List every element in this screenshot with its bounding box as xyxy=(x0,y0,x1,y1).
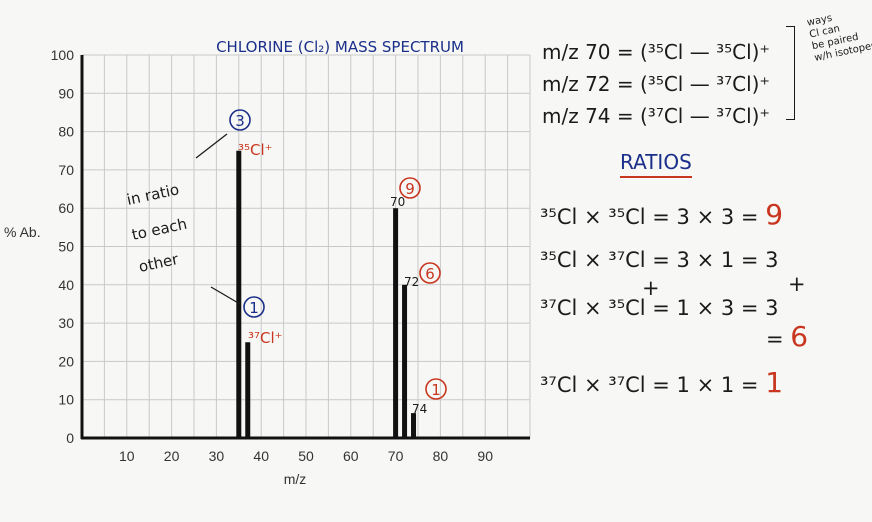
y-tick-label: 10 xyxy=(58,392,74,408)
peak70-circle-label: 9 xyxy=(405,180,415,198)
chart-title: CHLORINE (Cl₂) MASS SPECTRUM xyxy=(216,38,464,56)
peak70-mass-label: 70 xyxy=(390,195,405,209)
equations-bracket xyxy=(786,26,795,120)
ratio-plus-left: + xyxy=(642,276,660,300)
chart-bars xyxy=(80,55,530,440)
bracket-note: ways Cl can be paired w/h isotopes xyxy=(806,5,872,65)
x-tick-label: 70 xyxy=(388,448,404,464)
peak72-circle xyxy=(419,262,441,284)
x-tick-label: 90 xyxy=(477,448,493,464)
ratio-line-5: ³⁷Cl × ³⁷Cl = 1 × 1 = 1 xyxy=(540,366,783,399)
chart-grid xyxy=(81,54,531,439)
y-tick-label: 100 xyxy=(51,47,75,63)
peak72-circle-label: 6 xyxy=(425,265,435,283)
mass-spectrum-chart: 0 10 20 30 40 50 60 70 80 90 100 10 20 30 40 50 60 70 80 90… xyxy=(4,38,531,487)
x-tick-label: 20 xyxy=(164,448,180,464)
x-tick-label: 50 xyxy=(298,448,314,464)
ratio-line-5-result: 1 xyxy=(765,366,784,399)
equation-m72: m/z 72 = (³⁵Cl — ³⁷Cl)⁺ xyxy=(542,72,770,96)
side-note-line-3: other xyxy=(137,250,181,276)
peak70-circle xyxy=(399,177,421,199)
peak74-circle xyxy=(425,378,447,400)
peak37-ion-label: ³⁷Cl⁺ xyxy=(248,329,283,347)
side-note-line-2: to each xyxy=(130,215,189,244)
y-tick-label: 0 xyxy=(66,430,74,446)
ratios-title: RATIOS xyxy=(620,150,692,178)
peak37-pointer xyxy=(210,286,241,305)
peak37-circle xyxy=(243,296,265,318)
peak35-ion-label: ³⁵Cl⁺ xyxy=(238,141,273,159)
x-axis-label: m/z xyxy=(284,471,307,487)
equation-m70: m/z 70 = (³⁵Cl — ³⁵Cl)⁺ xyxy=(542,40,770,64)
y-tick-label: 90 xyxy=(58,85,74,101)
y-tick-label: 20 xyxy=(58,353,74,369)
peak35-pointer xyxy=(195,133,228,159)
bar-mz-37 xyxy=(245,342,251,438)
y-tick-label: 30 xyxy=(58,315,74,331)
ratio-line-4-result: 6 xyxy=(790,320,809,353)
y-tick-label: 40 xyxy=(58,277,74,293)
bar-mz-35 xyxy=(236,150,242,438)
y-tick-label: 60 xyxy=(58,200,74,216)
ratio-line-1: ³⁵Cl × ³⁵Cl = 3 × 3 = 9 xyxy=(540,198,783,231)
x-tick-label: 60 xyxy=(343,448,359,464)
ratio-line-1-text: ³⁵Cl × ³⁵Cl = 3 × 3 = xyxy=(540,205,759,229)
y-tick-label: 70 xyxy=(58,162,74,178)
ratio-line-5-text: ³⁷Cl × ³⁷Cl = 1 × 1 = xyxy=(540,373,759,397)
ratio-line-4-text: = xyxy=(766,327,784,351)
peak74-mass-label: 74 xyxy=(412,402,427,416)
peak74-circle-label: 1 xyxy=(431,381,441,399)
peak35-circle-label: 3 xyxy=(235,112,245,130)
ratio-line-1-result: 9 xyxy=(765,198,784,231)
x-tick-label: 80 xyxy=(433,448,449,464)
chart-ticks: 0 10 20 30 40 50 60 70 80 90 100 10 20 30 40 50 60 70 80 90 xyxy=(51,47,494,464)
ratio-plus-right: + xyxy=(788,272,806,296)
x-tick-label: 10 xyxy=(119,448,135,464)
equation-m74: m/z 74 = (³⁷Cl — ³⁷Cl)⁺ xyxy=(542,104,770,128)
bar-mz-74 xyxy=(411,413,417,438)
y-axis-label: % Ab. xyxy=(4,224,41,240)
ratio-line-4: = 6 xyxy=(766,320,808,353)
peak37-circle-label: 1 xyxy=(249,299,259,317)
ratio-line-2: ³⁵Cl × ³⁷Cl = 3 × 1 = 3 xyxy=(540,248,779,272)
x-tick-label: 40 xyxy=(253,448,269,464)
peak35-circle xyxy=(229,109,251,131)
y-tick-label: 50 xyxy=(58,239,74,255)
bar-mz-72 xyxy=(402,284,408,438)
bar-mz-70 xyxy=(393,208,399,438)
y-tick-label: 80 xyxy=(58,124,74,140)
x-tick-label: 30 xyxy=(209,448,225,464)
ratio-line-3: ³⁷Cl × ³⁵Cl = 1 × 3 = 3 xyxy=(540,296,779,320)
peak72-mass-label: 72 xyxy=(404,275,419,289)
side-note-line-1: in ratio xyxy=(125,180,181,209)
